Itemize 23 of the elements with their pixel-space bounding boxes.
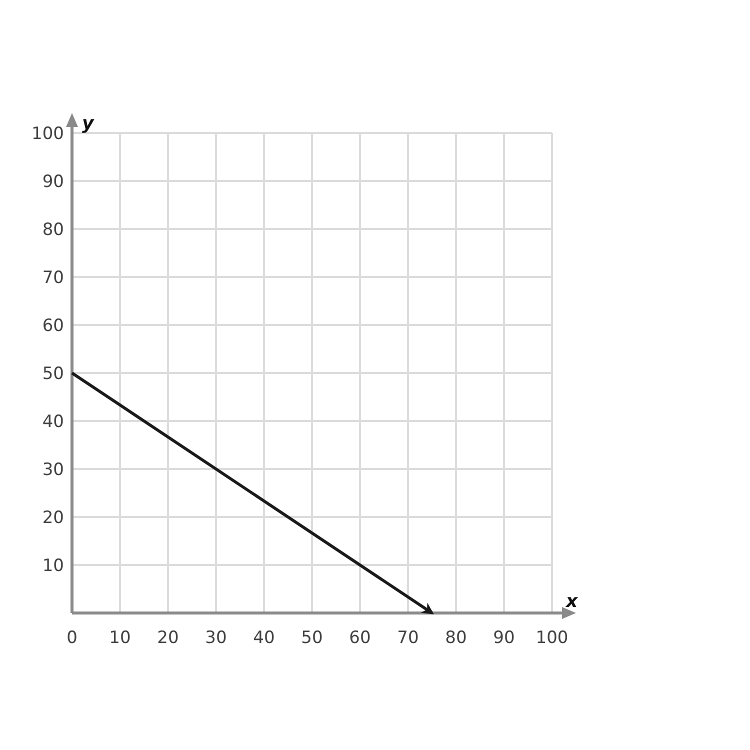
x-tick-label: 80 — [445, 628, 467, 648]
y-tick-label: 50 — [42, 364, 64, 384]
x-axis-title: x — [565, 591, 579, 612]
y-axis-title: y — [82, 113, 95, 134]
x-tick-label: 0 — [66, 628, 78, 648]
y-tick-label: 100 — [32, 124, 64, 144]
x-tick-label: 40 — [253, 628, 275, 648]
x-tick-label: 30 — [205, 628, 227, 648]
y-tick-label: 20 — [42, 508, 64, 528]
y-tick-label: 40 — [42, 412, 64, 432]
y-tick-label: 30 — [42, 460, 64, 480]
x-tick-label: 60 — [349, 628, 371, 648]
x-tick-label: 10 — [109, 628, 131, 648]
y-tick-label: 10 — [42, 556, 64, 576]
y-tick-label: 70 — [42, 268, 64, 288]
x-tick-label: 50 — [301, 628, 323, 648]
y-tick-label: 80 — [42, 220, 64, 240]
x-tick-label: 100 — [536, 628, 568, 648]
y-tick-label: 60 — [42, 316, 64, 336]
y-tick-label: 90 — [42, 172, 64, 192]
x-tick-label: 70 — [397, 628, 419, 648]
x-tick-label: 90 — [493, 628, 515, 648]
x-tick-label: 20 — [157, 628, 179, 648]
